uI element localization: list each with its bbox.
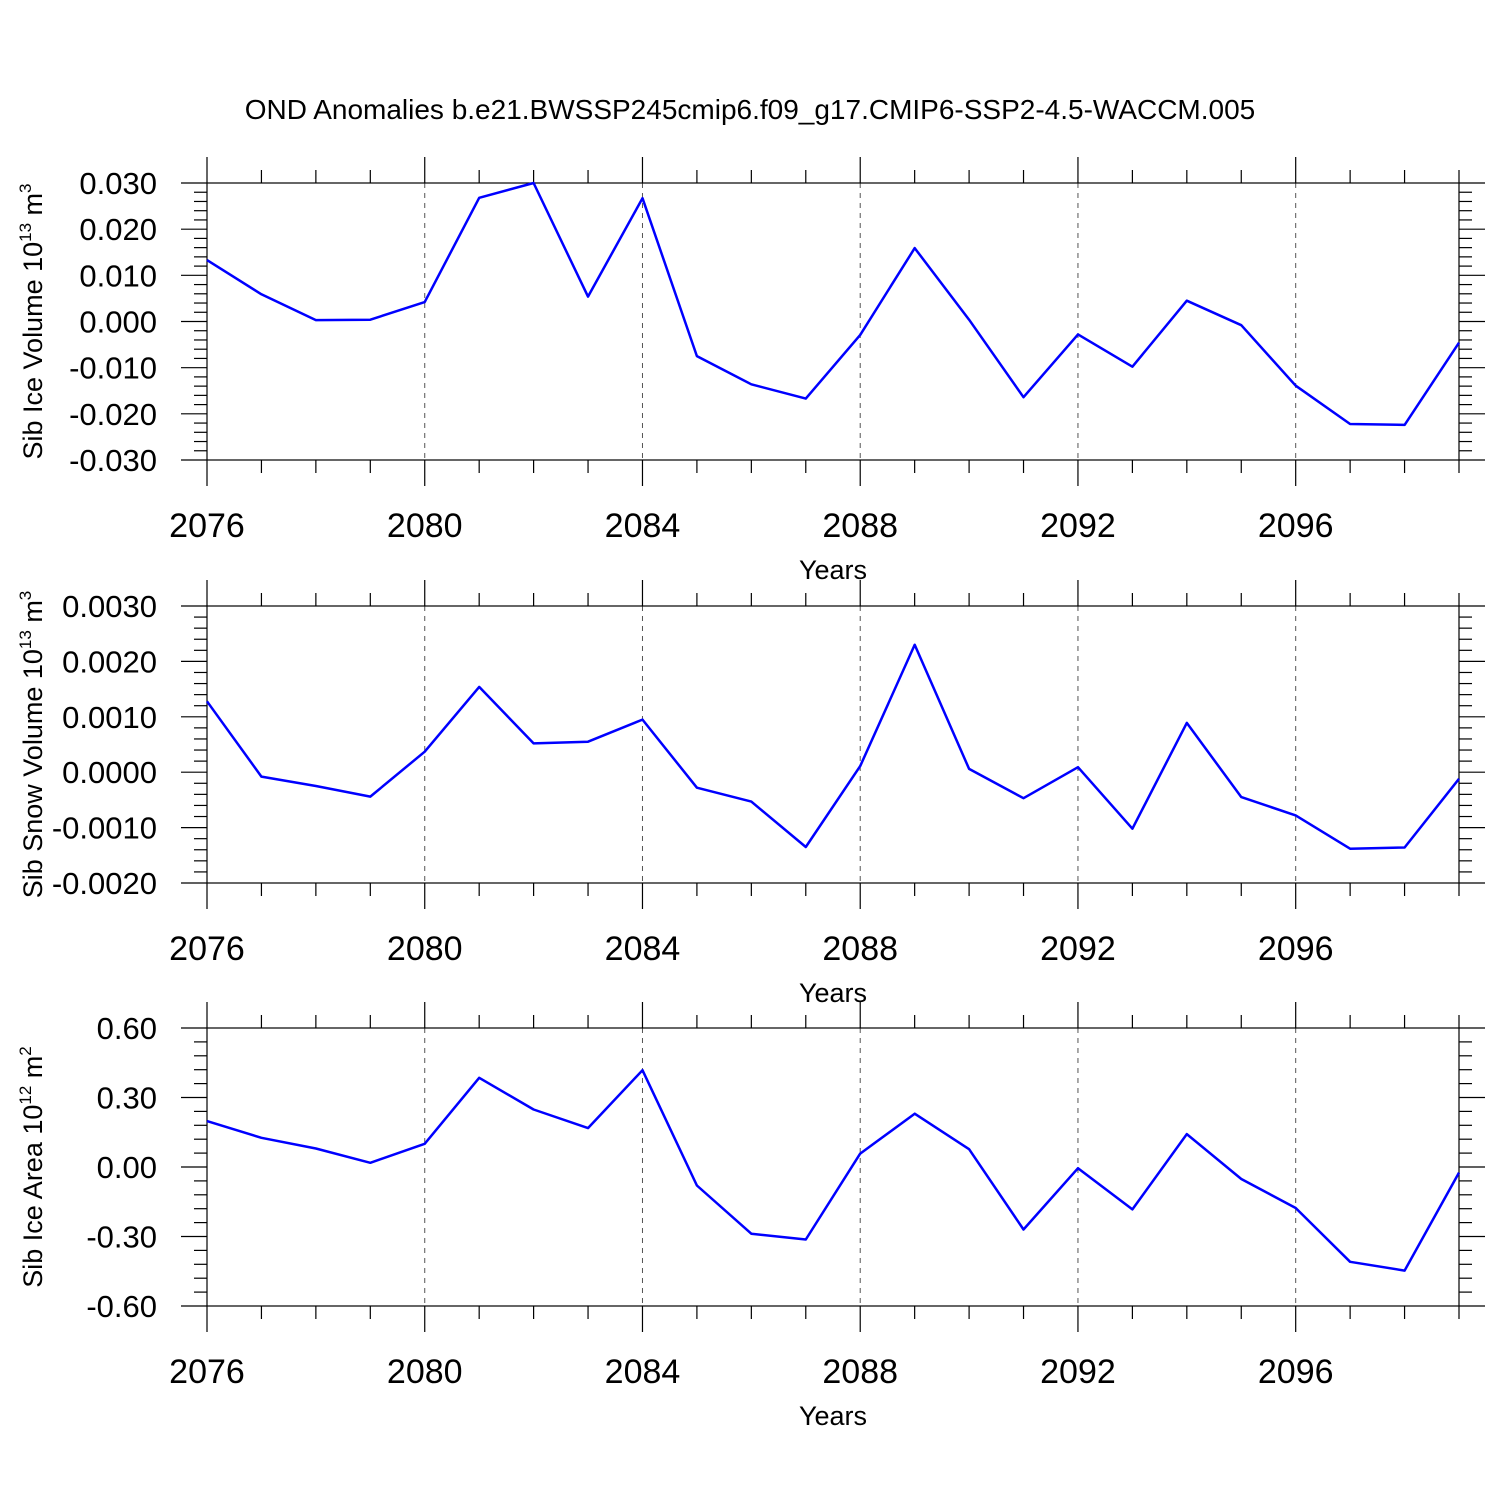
y-axis-label-ylabel-unit-exp: 2 xyxy=(16,1046,35,1055)
y-axis-label-ylabel-unit: m xyxy=(18,1056,48,1086)
x-tick-label: 2088 xyxy=(822,507,898,545)
y-tick-label: 0.030 xyxy=(79,166,157,201)
y-tick-label: -0.0010 xyxy=(52,811,157,846)
y-tick-label: 0.00 xyxy=(97,1150,157,1185)
x-tick-label: 2080 xyxy=(387,930,463,968)
x-tick-label: 2092 xyxy=(1040,507,1116,545)
y-tick-label: 0.0020 xyxy=(62,644,157,679)
chart-panel-2: 0.0030 0.0020 0.0010 0.0000 -0.0010 -0.0020 20… xyxy=(16,580,1485,1008)
plot-frame xyxy=(206,605,1460,884)
y-tick-label: -0.60 xyxy=(86,1289,157,1324)
y-tick-label: -0.020 xyxy=(69,397,157,432)
y-tick-label: 0.0030 xyxy=(62,589,157,624)
y-axis-label-ylabel-unit-exp: 3 xyxy=(16,591,35,600)
y-axis-label: Sib Ice Volume 1013 m3 xyxy=(16,183,48,459)
x-tick-label: 2084 xyxy=(605,1353,681,1391)
y-axis-label-ylabel-unit: m xyxy=(18,193,48,223)
x-tick-label: 2092 xyxy=(1040,1353,1116,1391)
y-tick-label: 0.010 xyxy=(79,258,157,293)
x-tick-label: 2080 xyxy=(387,1353,463,1391)
y-axis-label-ylabel: Sib Ice Area 10 xyxy=(18,1105,48,1288)
y-axis-label-ylabel: Sib Snow Volume 10 xyxy=(18,649,48,898)
y-axis-label-ylabel-unit: m xyxy=(18,600,48,630)
y-tick-label: 0.000 xyxy=(79,305,157,340)
x-tick-label: 2096 xyxy=(1258,1353,1334,1391)
x-tick-label: 2076 xyxy=(169,1353,245,1391)
y-axis-label-ylabel-unit-exp: 3 xyxy=(16,183,35,192)
y-tick-label: 0.0010 xyxy=(62,700,157,735)
chart-panel-1: 0.030 0.020 0.010 0.000 -0.010 -0.020 -0.030 20… xyxy=(16,157,1485,585)
x-axis-label: Years xyxy=(799,555,867,585)
y-tick-label: -0.010 xyxy=(69,351,157,386)
y-axis-label: Sib Snow Volume 1013 m3 xyxy=(16,591,48,899)
y-tick-label: 0.30 xyxy=(97,1081,157,1116)
y-tick-label: 0.020 xyxy=(79,212,157,247)
chart-panel-3: 0.60 0.30 0.00 -0.30 -0.60 2076 2080 2084 2088 20… xyxy=(16,1002,1485,1431)
x-axis-label: Years xyxy=(799,1401,867,1431)
y-tick-label: 0.0000 xyxy=(62,755,157,790)
y-axis-label-ylabel: Sib Ice Volume 10 xyxy=(18,242,48,460)
data-series-line xyxy=(206,1068,1461,1272)
y-tick-label: -0.30 xyxy=(86,1220,157,1255)
x-tick-label: 2076 xyxy=(169,507,245,545)
y-tick-label: 0.60 xyxy=(97,1011,157,1046)
x-tick-label: 2088 xyxy=(822,1353,898,1391)
x-axis-label: Years xyxy=(799,978,867,1008)
y-tick-label: -0.0020 xyxy=(52,866,157,901)
x-tick-label: 2096 xyxy=(1258,930,1334,968)
x-tick-label: 2096 xyxy=(1258,507,1334,545)
y-tick-label: -0.030 xyxy=(69,443,157,478)
x-tick-label: 2084 xyxy=(605,507,681,545)
y-axis-label-ylabel-exp: 13 xyxy=(16,223,35,242)
data-series-line xyxy=(206,181,1461,427)
x-tick-label: 2076 xyxy=(169,930,245,968)
x-tick-label: 2084 xyxy=(605,930,681,968)
x-tick-label: 2080 xyxy=(387,507,463,545)
y-axis-label-ylabel-exp: 12 xyxy=(16,1086,35,1105)
y-axis-label: Sib Ice Area 1012 m2 xyxy=(16,1046,48,1288)
y-axis-label-ylabel-exp: 13 xyxy=(16,630,35,649)
plot-frame xyxy=(206,182,1460,461)
data-series-line xyxy=(205,643,1460,850)
x-tick-label: 2088 xyxy=(822,930,898,968)
plot-frame xyxy=(206,1027,1460,1307)
x-tick-label: 2092 xyxy=(1040,930,1116,968)
chart-title: OND Anomalies b.e21.BWSSP245cmip6.f09_g1… xyxy=(245,94,1256,125)
